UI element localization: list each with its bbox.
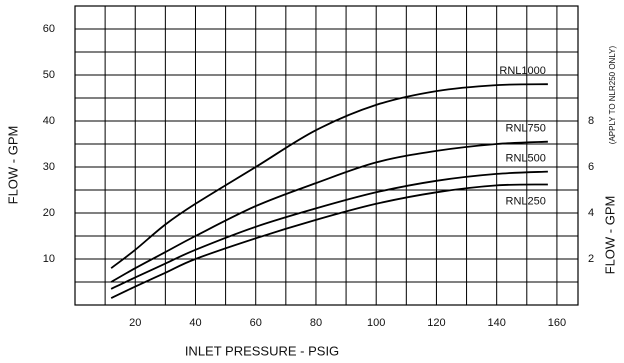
y2-axis-title: FLOW - GPM [602, 196, 617, 275]
y-tick-label: 30 [43, 161, 55, 173]
curve [110, 140, 548, 283]
y2-tick-label: 4 [588, 207, 594, 219]
y-tick-label: 40 [43, 115, 55, 127]
y2-tick-label: 6 [588, 161, 594, 173]
curve [110, 170, 548, 290]
x-tick-label: 40 [189, 317, 201, 329]
x-tick-label: 120 [427, 317, 445, 329]
y-tick-label: 20 [43, 207, 55, 219]
x-tick-label: 100 [367, 317, 385, 329]
x-tick-label: 80 [310, 317, 322, 329]
curve [110, 83, 548, 269]
curve-label: RNL750 [506, 123, 546, 135]
y2-note: (APPLY TO NLR250 ONLY) [608, 45, 617, 144]
y-tick-label: 10 [43, 253, 55, 265]
x-tick-label: 60 [250, 317, 262, 329]
x-tick-label: 20 [129, 317, 141, 329]
x-axis-title: INLET PRESSURE - PSIG [185, 343, 339, 358]
y-tick-label: 50 [43, 69, 55, 81]
y2-tick-label: 8 [588, 115, 594, 127]
curve-label: RNL250 [506, 195, 546, 207]
plot-frame [74, 5, 579, 306]
y-axis-title: FLOW - GPM [5, 126, 20, 205]
x-tick-label: 140 [487, 317, 505, 329]
curve [110, 183, 548, 299]
curve-label: RNL500 [506, 153, 546, 165]
curve-label: RNL1000 [499, 65, 545, 77]
y2-tick-label: 2 [588, 253, 594, 265]
y-tick-label: 60 [43, 23, 55, 35]
x-tick-label: 160 [548, 317, 566, 329]
